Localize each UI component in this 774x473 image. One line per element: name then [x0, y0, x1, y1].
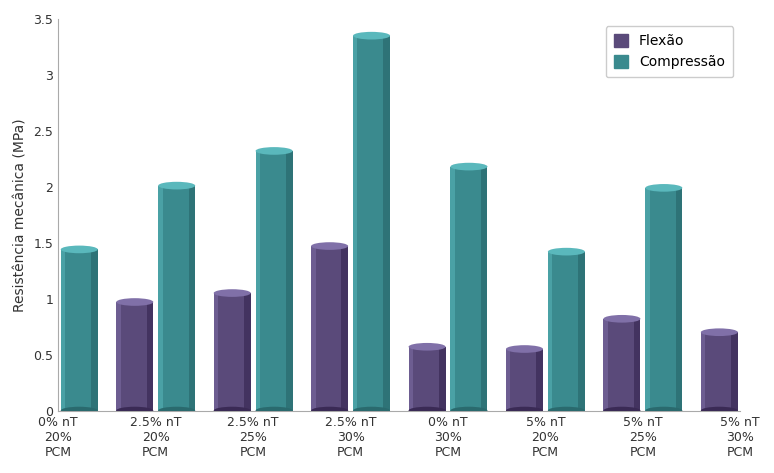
FancyBboxPatch shape [311, 246, 316, 411]
Ellipse shape [506, 407, 543, 414]
FancyBboxPatch shape [91, 249, 98, 411]
FancyBboxPatch shape [439, 347, 446, 411]
FancyBboxPatch shape [158, 185, 163, 411]
Ellipse shape [646, 407, 683, 414]
FancyBboxPatch shape [214, 293, 251, 411]
Ellipse shape [450, 407, 488, 414]
FancyBboxPatch shape [116, 302, 121, 411]
Ellipse shape [311, 242, 348, 250]
FancyBboxPatch shape [676, 188, 683, 411]
Ellipse shape [700, 328, 738, 336]
FancyBboxPatch shape [60, 249, 98, 411]
Ellipse shape [19, 349, 56, 356]
Ellipse shape [409, 407, 446, 414]
FancyBboxPatch shape [548, 252, 553, 411]
FancyBboxPatch shape [383, 35, 390, 411]
FancyBboxPatch shape [506, 349, 543, 411]
Ellipse shape [158, 182, 195, 190]
FancyBboxPatch shape [731, 332, 738, 411]
FancyBboxPatch shape [548, 252, 585, 411]
Ellipse shape [255, 147, 293, 155]
FancyBboxPatch shape [311, 246, 348, 411]
FancyBboxPatch shape [214, 293, 218, 411]
Ellipse shape [700, 407, 738, 414]
FancyBboxPatch shape [743, 166, 774, 411]
FancyBboxPatch shape [700, 332, 738, 411]
Ellipse shape [255, 407, 293, 414]
FancyBboxPatch shape [341, 246, 348, 411]
Ellipse shape [604, 407, 640, 414]
Ellipse shape [743, 407, 774, 414]
FancyBboxPatch shape [116, 302, 153, 411]
Ellipse shape [450, 163, 488, 170]
Ellipse shape [214, 407, 251, 414]
Ellipse shape [214, 289, 251, 297]
Ellipse shape [158, 407, 195, 414]
Legend: Flexão, Compressão: Flexão, Compressão [606, 26, 733, 78]
FancyBboxPatch shape [506, 349, 510, 411]
FancyBboxPatch shape [481, 166, 488, 411]
FancyBboxPatch shape [634, 319, 640, 411]
Ellipse shape [646, 184, 683, 192]
FancyBboxPatch shape [286, 151, 293, 411]
FancyBboxPatch shape [189, 185, 195, 411]
Ellipse shape [506, 345, 543, 353]
FancyBboxPatch shape [409, 347, 413, 411]
Ellipse shape [353, 32, 390, 40]
FancyBboxPatch shape [19, 352, 56, 411]
FancyBboxPatch shape [244, 293, 251, 411]
FancyBboxPatch shape [255, 151, 260, 411]
FancyBboxPatch shape [700, 332, 705, 411]
FancyBboxPatch shape [604, 319, 608, 411]
FancyBboxPatch shape [646, 188, 683, 411]
FancyBboxPatch shape [158, 185, 195, 411]
Ellipse shape [409, 343, 446, 350]
Ellipse shape [353, 407, 390, 414]
FancyBboxPatch shape [50, 352, 56, 411]
FancyBboxPatch shape [19, 352, 23, 411]
FancyBboxPatch shape [450, 166, 455, 411]
FancyBboxPatch shape [578, 252, 585, 411]
Ellipse shape [19, 407, 56, 414]
FancyBboxPatch shape [255, 151, 293, 411]
Ellipse shape [604, 315, 640, 323]
Ellipse shape [548, 407, 585, 414]
FancyBboxPatch shape [773, 166, 774, 411]
Ellipse shape [548, 248, 585, 255]
Ellipse shape [60, 407, 98, 414]
Ellipse shape [743, 162, 774, 169]
FancyBboxPatch shape [536, 349, 543, 411]
Ellipse shape [116, 407, 153, 414]
FancyBboxPatch shape [743, 166, 747, 411]
Ellipse shape [60, 245, 98, 253]
Y-axis label: Resistência mecânica (MPa): Resistência mecânica (MPa) [14, 118, 28, 312]
FancyBboxPatch shape [646, 188, 649, 411]
FancyBboxPatch shape [146, 302, 153, 411]
FancyBboxPatch shape [604, 319, 640, 411]
FancyBboxPatch shape [353, 35, 390, 411]
Ellipse shape [116, 298, 153, 306]
FancyBboxPatch shape [60, 249, 65, 411]
FancyBboxPatch shape [409, 347, 446, 411]
FancyBboxPatch shape [450, 166, 488, 411]
Ellipse shape [311, 407, 348, 414]
FancyBboxPatch shape [353, 35, 358, 411]
